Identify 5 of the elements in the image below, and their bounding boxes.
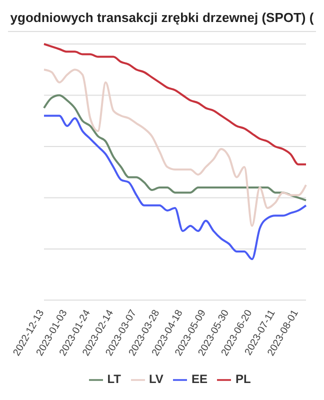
legend-label: LT (107, 372, 121, 386)
legend-label: EE (191, 372, 208, 386)
legend-label: LV (148, 372, 164, 386)
chart-title: ygodniowych transakcji zrębki drzewnej (SPOT) ( (8, 8, 316, 32)
legend-label: PL (235, 372, 251, 386)
